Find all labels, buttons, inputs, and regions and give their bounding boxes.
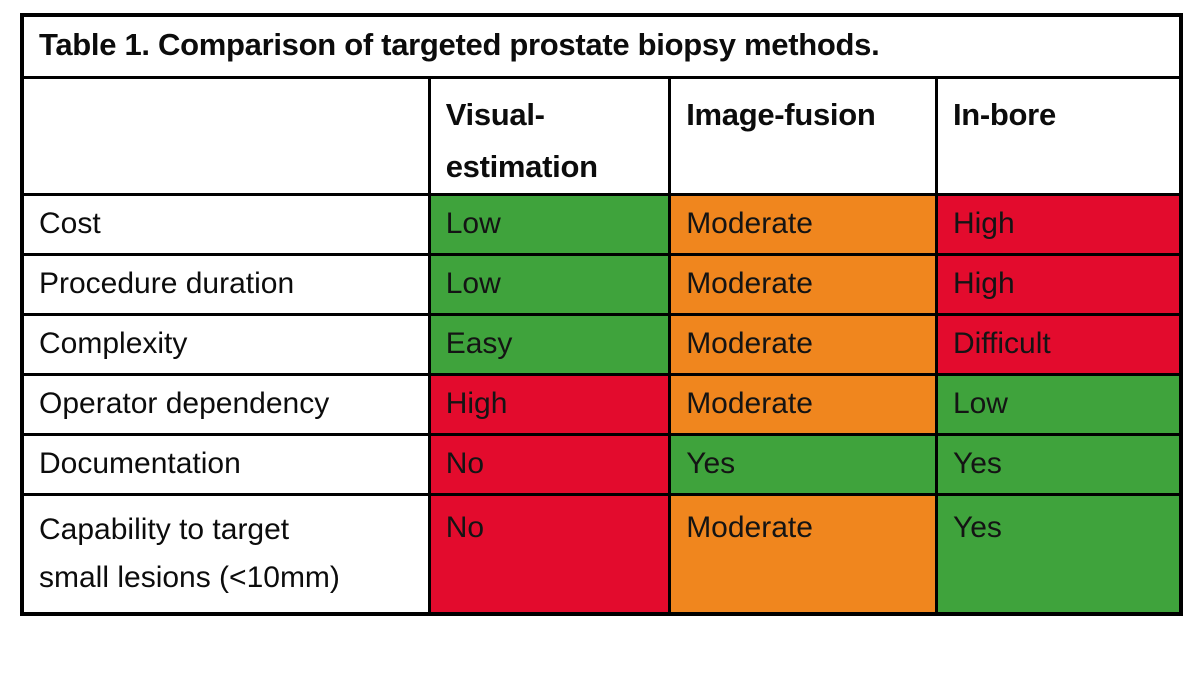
table-row-operator-dependency: Operator dependency High Moderate Low — [20, 372, 1183, 436]
row-label-documentation: Documentation — [20, 432, 431, 496]
row-label-complexity: Complexity — [20, 312, 431, 376]
title-row: Table 1. Comparison of targeted prostate… — [20, 13, 1183, 79]
value-cell: Easy — [427, 312, 672, 376]
header-row: Visual-estimation Image-fusion In-bore — [20, 75, 1183, 196]
header-empty-cell — [20, 75, 431, 196]
value-cell: Moderate — [668, 492, 938, 616]
value-cell: Moderate — [668, 192, 938, 256]
row-label-procedure-duration: Procedure duration — [20, 252, 431, 316]
column-header-image-fusion: Image-fusion — [668, 75, 938, 196]
value-cell: Moderate — [668, 372, 938, 436]
value-cell: Yes — [668, 432, 938, 496]
column-header-in-bore: In-bore — [934, 75, 1183, 196]
value-cell: Yes — [934, 432, 1183, 496]
value-cell: Low — [934, 372, 1183, 436]
table-row-small-lesions: Capability to target small lesions (<10m… — [20, 492, 1183, 616]
value-cell: Low — [427, 192, 672, 256]
value-cell: High — [934, 252, 1183, 316]
comparison-table: Table 1. Comparison of targeted prostate… — [20, 13, 1183, 616]
table-row-complexity: Complexity Easy Moderate Difficult — [20, 312, 1183, 376]
value-cell: Yes — [934, 492, 1183, 616]
value-cell: Moderate — [668, 252, 938, 316]
row-label-operator-dependency: Operator dependency — [20, 372, 431, 436]
value-cell: High — [427, 372, 672, 436]
table-title: Table 1. Comparison of targeted prostate… — [20, 13, 1183, 79]
table-row-documentation: Documentation No Yes Yes — [20, 432, 1183, 496]
row-label-small-lesions: Capability to target small lesions (<10m… — [20, 492, 431, 616]
table-row-cost: Cost Low Moderate High — [20, 192, 1183, 256]
value-cell: Difficult — [934, 312, 1183, 376]
table-row-procedure-duration: Procedure duration Low Moderate High — [20, 252, 1183, 316]
value-cell: High — [934, 192, 1183, 256]
page: Table 1. Comparison of targeted prostate… — [20, 13, 1183, 616]
row-label-cost: Cost — [20, 192, 431, 256]
column-header-visual-estimation: Visual-estimation — [427, 75, 672, 196]
value-cell: Moderate — [668, 312, 938, 376]
value-cell: No — [427, 492, 672, 616]
value-cell: Low — [427, 252, 672, 316]
value-cell: No — [427, 432, 672, 496]
